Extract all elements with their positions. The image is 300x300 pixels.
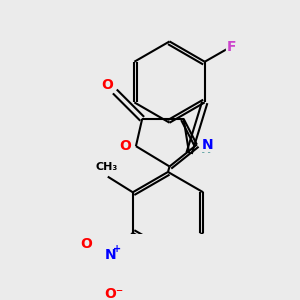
Text: F: F [226,40,236,54]
Text: O: O [101,78,113,92]
Text: N: N [202,138,214,152]
Text: O: O [119,139,131,153]
Text: O: O [80,237,92,251]
Text: N: N [105,248,117,262]
Text: +: + [113,244,121,254]
Text: O⁻: O⁻ [104,287,124,300]
Text: H: H [201,143,211,156]
Text: CH₃: CH₃ [95,162,117,172]
